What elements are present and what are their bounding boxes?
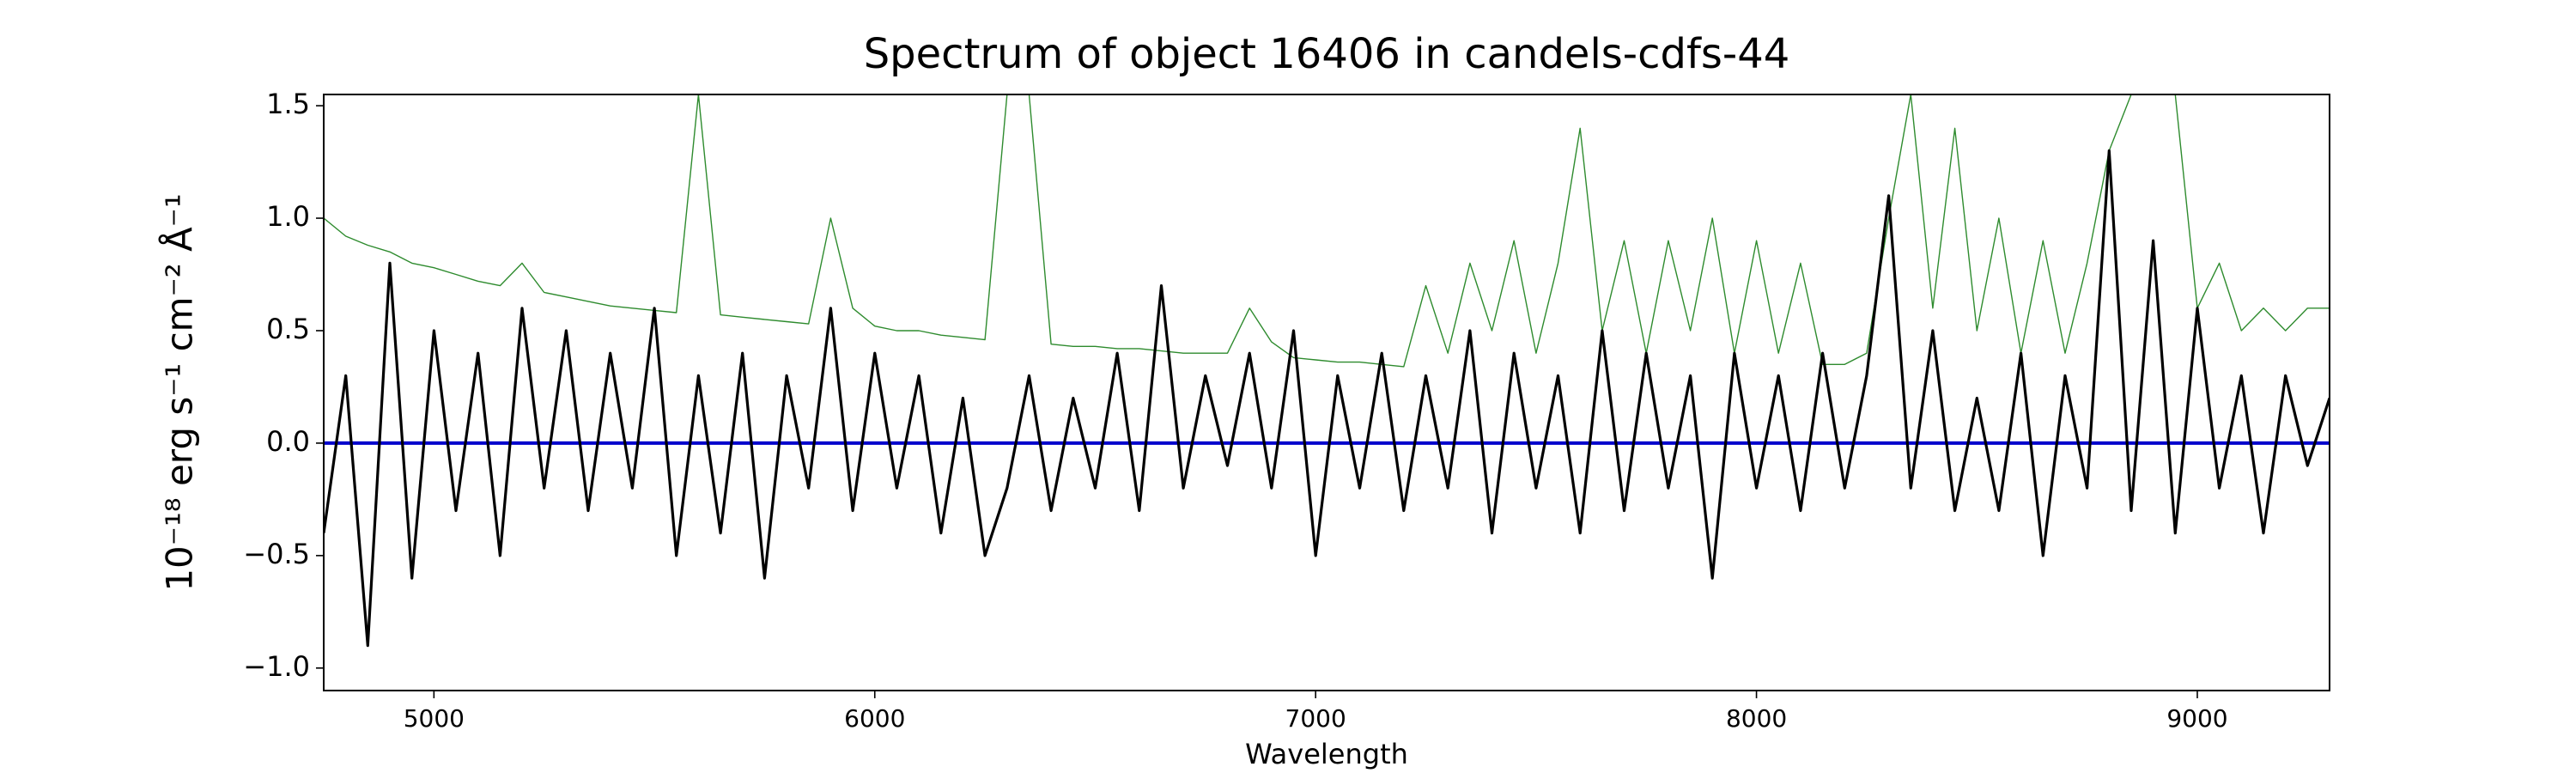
- x-tick-label: 6000: [844, 704, 905, 733]
- spectrum-line: [324, 149, 2330, 648]
- chart-title: Spectrum of object 16406 in candels-cdfs…: [864, 30, 1790, 78]
- plot-frame: [323, 94, 2330, 691]
- y-axis-label: 10⁻¹⁸ erg s⁻¹ cm⁻² Å⁻¹: [158, 193, 201, 591]
- plot-area: [324, 94, 2330, 648]
- y-tick-label: −0.5: [243, 538, 310, 570]
- x-axis-label: Wavelength: [1245, 738, 1408, 770]
- y-tick-label: 0.0: [266, 425, 310, 458]
- y-tick-label: 1.0: [266, 200, 310, 233]
- x-tick-label: 9000: [2166, 704, 2227, 733]
- spectrum-line: [324, 94, 2330, 368]
- y-tick-label: 0.5: [266, 313, 310, 345]
- x-tick-label: 8000: [1726, 704, 1787, 733]
- y-tick-label: −1.0: [243, 650, 310, 683]
- x-tick-label: 7000: [1285, 704, 1346, 733]
- y-tick-label: 1.5: [266, 88, 310, 120]
- x-tick-label: 5000: [404, 704, 465, 733]
